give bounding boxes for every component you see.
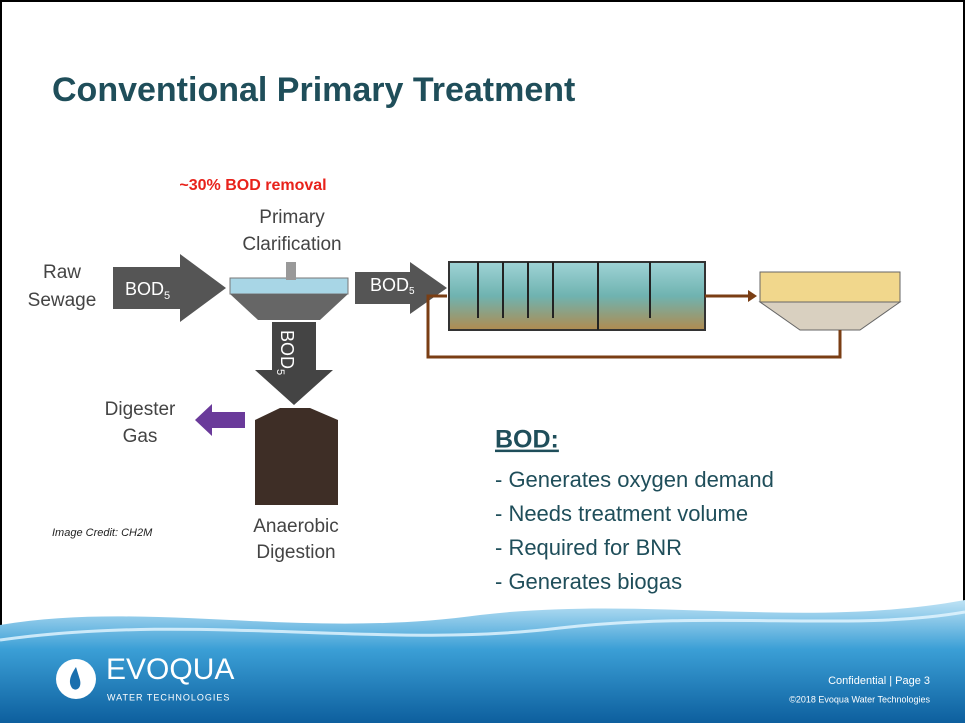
influent-label: Raw (43, 262, 81, 283)
bod-item: - Generates biogas (495, 569, 682, 594)
copyright: ©2018 Evoqua Water Technologies (789, 694, 930, 704)
arrow-sub: 5 (274, 369, 286, 375)
arrow-text: BOD (277, 330, 297, 369)
removal-note: ~30% BOD removal (179, 177, 326, 194)
title: Conventional Primary Treatment (52, 71, 575, 109)
arrow-label: BOD5 (125, 279, 170, 302)
clarifier-label: Clarification (242, 234, 341, 255)
bod-item: - Required for BNR (495, 535, 682, 560)
clarifier (230, 278, 348, 294)
clarifier-label: Primary (259, 207, 325, 228)
image-credit: Image Credit: CH2M (52, 527, 153, 539)
arrow-label: BOD5 (370, 275, 415, 297)
arrow-text: BOD (370, 275, 409, 295)
digester-label: Anaerobic (253, 516, 339, 537)
gas-label: Digester (105, 399, 176, 420)
bod-item: - Generates oxygen demand (495, 467, 774, 492)
slide: Conventional Primary Treatment ~30% BOD … (0, 0, 965, 723)
secondary-clarifier (760, 272, 900, 302)
bod-heading: BOD: (495, 426, 559, 454)
digester (255, 408, 338, 505)
gas-label: Gas (123, 426, 158, 447)
arrow-sub: 5 (409, 286, 415, 297)
arrow-text: BOD (125, 279, 164, 299)
digester-label: Digestion (256, 542, 335, 563)
arrow-label: BOD5 (274, 330, 297, 375)
clarifier-drive (286, 262, 296, 280)
logo-sub: WATER TECHNOLOGIES (107, 692, 230, 702)
influent-label: Sewage (28, 290, 97, 311)
logo: EVOQUA (106, 653, 234, 686)
aeration-tank (449, 262, 705, 330)
bod-item: - Needs treatment volume (495, 501, 748, 526)
confidential: Confidential | Page 3 (828, 675, 930, 687)
arrow-sub: 5 (164, 290, 170, 302)
